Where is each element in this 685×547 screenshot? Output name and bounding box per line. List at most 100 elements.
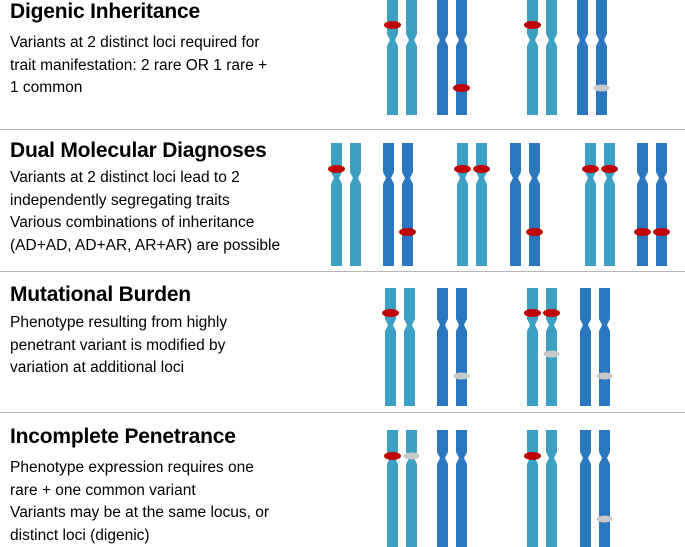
chromatid xyxy=(580,430,591,547)
chromatid xyxy=(546,430,557,547)
chromosome-pair xyxy=(582,143,618,266)
description-line: Various combinations of inheritance xyxy=(10,214,255,231)
panel-title-digenic-inheritance: Digenic Inheritance xyxy=(10,0,200,23)
chromosome-pair xyxy=(524,430,557,547)
rare-variant-marker xyxy=(399,228,416,236)
chromatid xyxy=(596,0,607,115)
description-line: Variants at 2 distinct loci required for xyxy=(10,34,260,51)
chromatid xyxy=(402,143,413,266)
chromatid xyxy=(385,288,396,406)
chromatid xyxy=(456,430,467,547)
rare-variant-marker xyxy=(582,165,599,173)
rare-variant-marker xyxy=(634,228,651,236)
chromatid xyxy=(350,143,361,266)
chromatid xyxy=(599,430,610,547)
chromatid xyxy=(404,288,415,406)
chromatid xyxy=(457,143,468,266)
chromosome-pair xyxy=(577,0,610,115)
chromosome-pair xyxy=(384,430,420,547)
chromatid xyxy=(527,288,538,406)
chromosome-pair xyxy=(510,143,543,266)
chromatid xyxy=(387,430,398,547)
rare-variant-marker xyxy=(526,228,543,236)
rare-variant-marker xyxy=(382,309,399,317)
panel-description-incomplete-penetrance: Phenotype expression requires one rare +… xyxy=(10,457,269,547)
description-line: trait manifestation: 2 rare OR 1 rare + xyxy=(10,56,268,74)
rare-variant-marker xyxy=(524,21,541,29)
common-variant-marker xyxy=(543,350,560,358)
chromatid xyxy=(510,143,521,266)
common-variant-marker xyxy=(593,84,610,92)
panel-divider-3 xyxy=(0,412,685,413)
chromatid xyxy=(577,0,588,115)
description-line: independently segregating traits xyxy=(10,191,230,209)
rare-variant-marker xyxy=(543,309,560,317)
chromosome-pair xyxy=(580,430,613,547)
rare-variant-marker xyxy=(473,165,490,173)
chromatid xyxy=(546,288,557,406)
chromosome-pair xyxy=(524,0,557,115)
rare-variant-marker xyxy=(384,21,401,29)
chromatid xyxy=(406,430,417,547)
chromatid xyxy=(527,0,538,115)
description-line: Variants at 2 distinct loci lead to 2 xyxy=(10,169,240,186)
rare-variant-marker xyxy=(524,452,541,460)
chromosome-pair xyxy=(524,288,560,406)
chromatid xyxy=(637,143,648,266)
panel-title-incomplete-penetrance: Incomplete Penetrance xyxy=(10,425,236,448)
description-line: variation at additional loci xyxy=(10,359,185,376)
chromatid xyxy=(437,288,448,406)
description-line: 1 common xyxy=(10,79,83,96)
description-line: Phenotype resulting from highly xyxy=(10,314,228,331)
chromatid xyxy=(456,288,467,406)
rare-variant-marker xyxy=(384,452,401,460)
common-variant-marker xyxy=(596,515,613,523)
panel-description-dual-molecular-diagnoses: Variants at 2 distinct loci lead to 2 in… xyxy=(10,167,280,257)
chromatid xyxy=(599,288,610,406)
rare-variant-marker xyxy=(524,309,541,317)
chromatid xyxy=(585,143,596,266)
chromatid xyxy=(406,0,417,115)
chromatid xyxy=(529,143,540,266)
chromatid xyxy=(656,143,667,266)
chromosome-pair xyxy=(634,143,670,266)
chromatid xyxy=(546,0,557,115)
chromatid xyxy=(331,143,342,266)
chromosome-pair xyxy=(382,288,415,406)
rare-variant-marker xyxy=(454,165,471,173)
chromatid xyxy=(437,430,448,547)
description-line: rare + one common variant xyxy=(10,481,196,499)
rare-variant-marker xyxy=(653,228,670,236)
chromatid xyxy=(580,288,591,406)
description-line: (AD+AD, AD+AR, AR+AR) are possible xyxy=(10,236,281,254)
chromosome-pair xyxy=(384,0,417,115)
chromatid xyxy=(527,430,538,547)
description-line: penetrant variant is modified by xyxy=(10,336,226,354)
common-variant-marker xyxy=(596,372,613,380)
chromatid xyxy=(383,143,394,266)
chromatid xyxy=(456,0,467,115)
panel-description-digenic-inheritance: Variants at 2 distinct loci required for… xyxy=(10,32,267,100)
chromosome-pair xyxy=(437,288,470,406)
common-variant-marker xyxy=(403,452,420,460)
rare-variant-marker xyxy=(601,165,618,173)
chromosome-pair xyxy=(437,0,470,115)
chromatid xyxy=(604,143,615,266)
common-variant-marker xyxy=(453,372,470,380)
chromosome-pair xyxy=(383,143,416,266)
chromatid xyxy=(476,143,487,266)
panel-title-dual-molecular-diagnoses: Dual Molecular Diagnoses xyxy=(10,139,267,162)
chromosome-pair xyxy=(580,288,613,406)
panel-title-mutational-burden: Mutational Burden xyxy=(10,283,191,306)
chromatid xyxy=(387,0,398,115)
chromosome-pair xyxy=(328,143,361,266)
chromosome-pair xyxy=(437,430,467,547)
description-line: Phenotype expression requires one xyxy=(10,459,254,476)
panel-description-mutational-burden: Phenotype resulting from highly penetran… xyxy=(10,312,227,380)
panel-divider-2 xyxy=(0,271,685,272)
description-line: Variants may be at the same locus, or xyxy=(10,504,270,521)
panel-divider-1 xyxy=(0,129,685,130)
chromatid xyxy=(437,0,448,115)
chromosome-pair xyxy=(454,143,490,266)
